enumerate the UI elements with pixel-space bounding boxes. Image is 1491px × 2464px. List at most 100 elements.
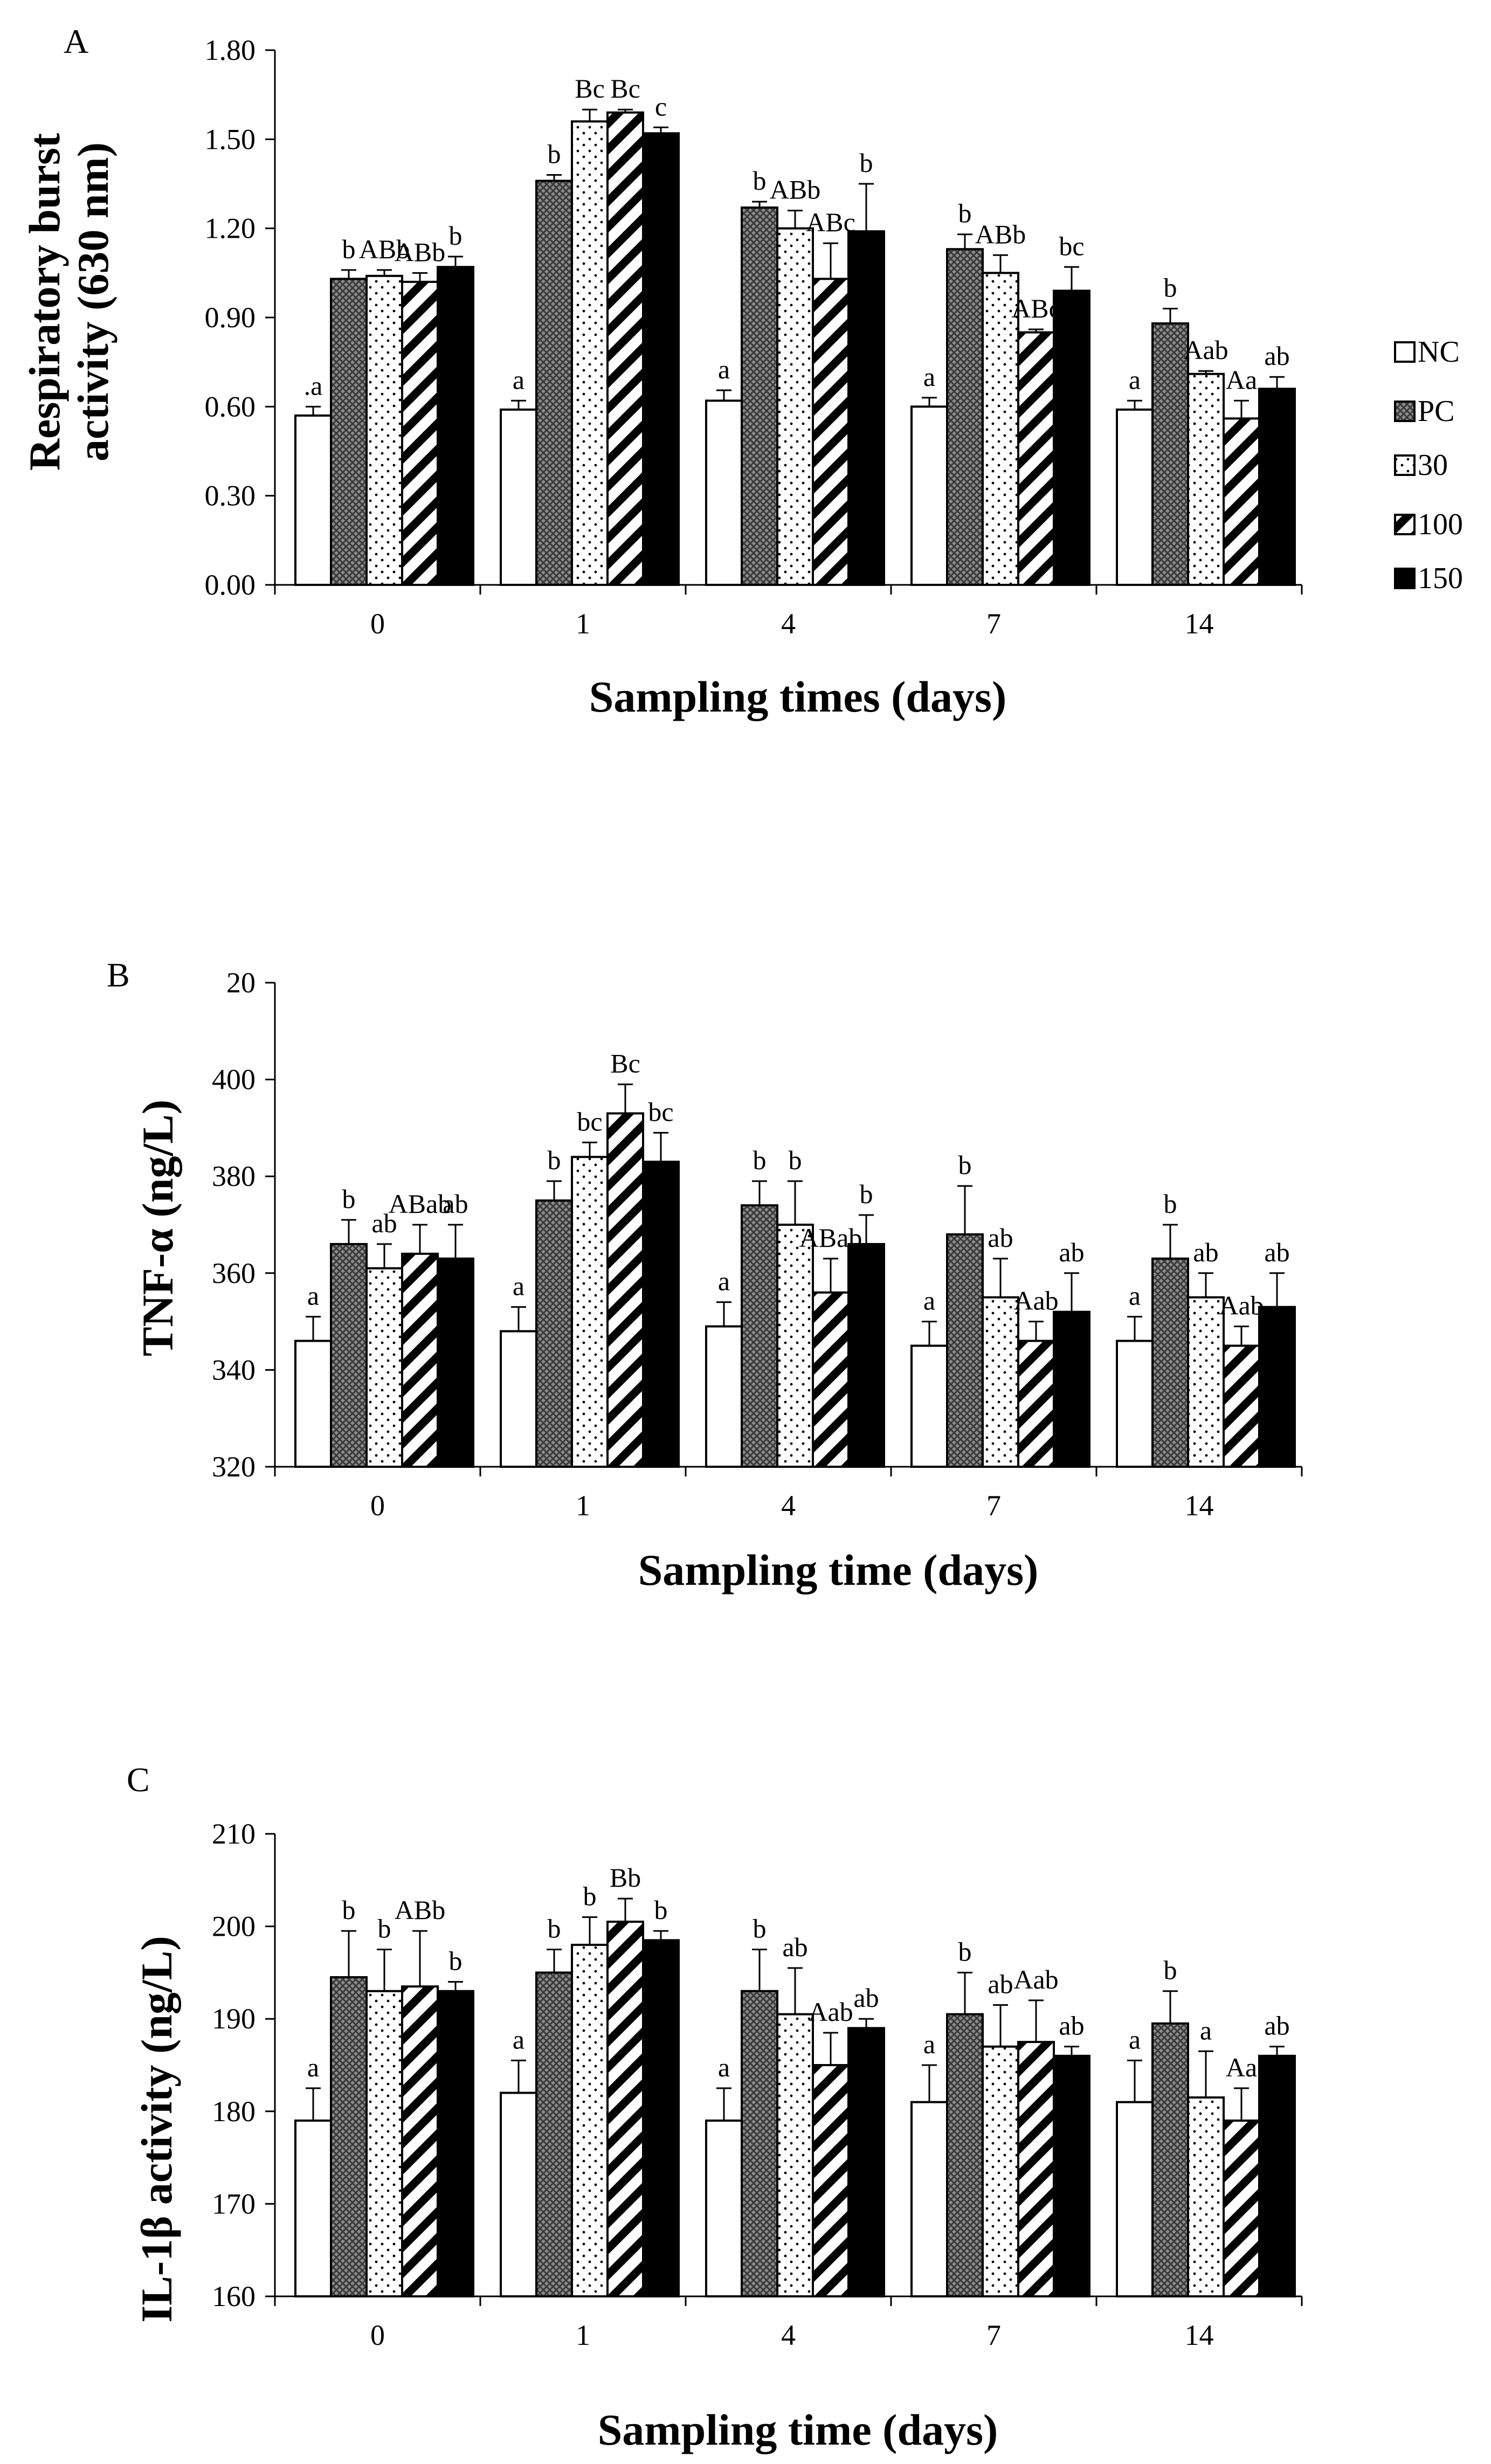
panel-a-significance-label: a [718, 354, 730, 384]
legend-swatch-30 [1394, 454, 1416, 476]
panel-c-significance-label: ab [1264, 2011, 1289, 2041]
panel-b-significance-label: b [958, 1150, 972, 1180]
panel-c-bar-nc [500, 2092, 537, 2297]
panel-b-significance-label: ab [1059, 1237, 1084, 1267]
panel-b-bar-150 [437, 1257, 474, 1468]
panel-a-bar-150 [437, 266, 474, 586]
panel-c-y-tick-label: 210 [212, 1818, 256, 1850]
panel-c-significance-label: b [378, 1914, 391, 1944]
panel-a-significance-label: Bc [610, 73, 640, 103]
panel-c-significance-label: ab [1059, 2011, 1084, 2041]
panel-a-bar-100 [1223, 417, 1260, 586]
panel-a-bar-150 [847, 230, 885, 586]
panel-b-significance-label: b [789, 1145, 802, 1175]
panel-a-bar-nc [1116, 408, 1154, 586]
panel-c-significance-label: b [1164, 1955, 1177, 1985]
panel-a-y-tick-label: 0.60 [205, 390, 256, 423]
panel-c-significance-label: b [654, 1895, 668, 1925]
panel-a-bar-nc [500, 408, 537, 586]
panel-b-bar-pc [946, 1233, 984, 1468]
panel-b-bar-nc [1116, 1340, 1154, 1468]
panel-a-bar-pc [330, 278, 368, 586]
panel-a-significance-label: b [753, 165, 767, 196]
panel-b-bar-100 [401, 1252, 439, 1468]
panel-c-bar-nc [294, 2119, 332, 2297]
panel-a-y-tick-label: 0.00 [205, 569, 256, 601]
panel-b-letter: B [107, 956, 130, 994]
panel-b-x-tick-label: 14 [1185, 1489, 1214, 1522]
panel-b-bar-100 [1017, 1340, 1055, 1468]
panel-b-significance-label: b [860, 1179, 873, 1209]
panel-b-significance-label: ab [443, 1189, 468, 1219]
panel-c-significance-label: a [513, 2024, 524, 2054]
panel-a-y-tick-label: 1.20 [205, 212, 256, 245]
panel-a-bar-nc [705, 399, 743, 586]
legend-item-150: 150 [1394, 562, 1463, 595]
panel-c-bar-pc [535, 1971, 573, 2297]
panel-a-bar-pc [1151, 322, 1189, 586]
panel-c-bar-30 [571, 1943, 609, 2297]
panel-a-bar-pc [946, 248, 984, 586]
panel-b-significance-label: a [513, 1271, 524, 1301]
panel-c-significance-label: b [548, 1914, 561, 1944]
panel-b-significance-label: bc [577, 1106, 602, 1136]
panel-a-x-tick-label: 1 [576, 608, 590, 640]
panel-a-significance-label: ABc [1011, 293, 1061, 323]
panel-c-significance-label: b [583, 1881, 597, 1911]
panel-c-y-tick-label: 190 [212, 2003, 256, 2035]
panel-a-bar-30 [776, 227, 814, 586]
panel-a-significance-label: a [1129, 364, 1141, 395]
panel-b-bar-100 [812, 1291, 850, 1468]
panel-b-significance-label: a [1129, 1281, 1141, 1311]
panel-b-bar-30 [982, 1296, 1019, 1468]
panel-b-x-tick-label: 4 [781, 1489, 796, 1522]
panel-b-significance-label: b [342, 1184, 356, 1214]
panel-c-y-tick-label: 160 [212, 2280, 256, 2313]
panel-c-x-axis-title: Sampling time (days) [598, 2405, 998, 2454]
panel-a-significance-label: ABb [975, 219, 1026, 249]
panel-b-significance-label: a [307, 1281, 319, 1311]
panel-b-y-axis-title: TNF-α (ng/L) [133, 1100, 182, 1356]
panel-c-significance-label: a [718, 2052, 730, 2082]
panel-b-y-tick-label: 400 [212, 1064, 256, 1096]
panel-b-x-tick-label: 7 [986, 1489, 1001, 1522]
panel-a-significance-label: b [958, 198, 972, 229]
panel-a-x-axis-title: Sampling times (days) [589, 672, 1007, 721]
panel-c-significance-label: ab [853, 1983, 879, 2013]
legend-label-100: 100 [1418, 508, 1463, 541]
panel-b-y-tick-label: 20 [226, 967, 256, 999]
panel-b-bar-30 [1187, 1296, 1225, 1468]
panel-b-significance-label: b [753, 1145, 767, 1175]
panel-c-bar-150 [1258, 2054, 1296, 2298]
panel-b-significance-label: a [718, 1266, 730, 1296]
panel-b-x-tick-label: 1 [576, 1489, 590, 1522]
panel-a-significance-label: b [342, 234, 356, 264]
panel-b-significance-label: Aab [1219, 1290, 1264, 1321]
panel-c-significance-label: Bb [610, 1862, 641, 1893]
panel-a-y-axis-title-line1: Respiratory burst [20, 133, 69, 471]
panel-b-bar-pc [1151, 1257, 1189, 1468]
legend-swatch-150 [1394, 568, 1416, 589]
panel-a-significance-label: Bc [575, 73, 605, 103]
panel-a-y-tick-label: 0.90 [205, 301, 256, 334]
panel-c-bar-nc [705, 2119, 743, 2297]
panel-c-bar-100 [401, 1985, 439, 2297]
panel-c-bar-nc [910, 2101, 948, 2297]
panel-a-significance-label: b [1164, 272, 1177, 302]
panel-a-significance-label: a [513, 364, 524, 395]
panel-a-bar-30 [571, 120, 609, 586]
panel-c-bar-100 [606, 1921, 644, 2297]
panel-c-x-tick-label: 0 [370, 2319, 385, 2351]
panel-b-bar-nc [500, 1330, 537, 1468]
panel-a-significance-label: b [449, 220, 463, 251]
panel-c-x-tick-label: 4 [781, 2319, 796, 2351]
panel-b-x-tick-label: 0 [370, 1489, 385, 1522]
panel-a-significance-label: a [923, 362, 935, 392]
panel-c-significance-label: b [342, 1895, 356, 1925]
panel-a-bar-150 [1258, 388, 1296, 586]
panel-c-bar-30 [776, 2013, 814, 2298]
panel-b-bar-150 [1258, 1306, 1296, 1468]
panel-b-bar-100 [606, 1112, 644, 1468]
panel-a-significance-label: ABb [359, 234, 410, 264]
